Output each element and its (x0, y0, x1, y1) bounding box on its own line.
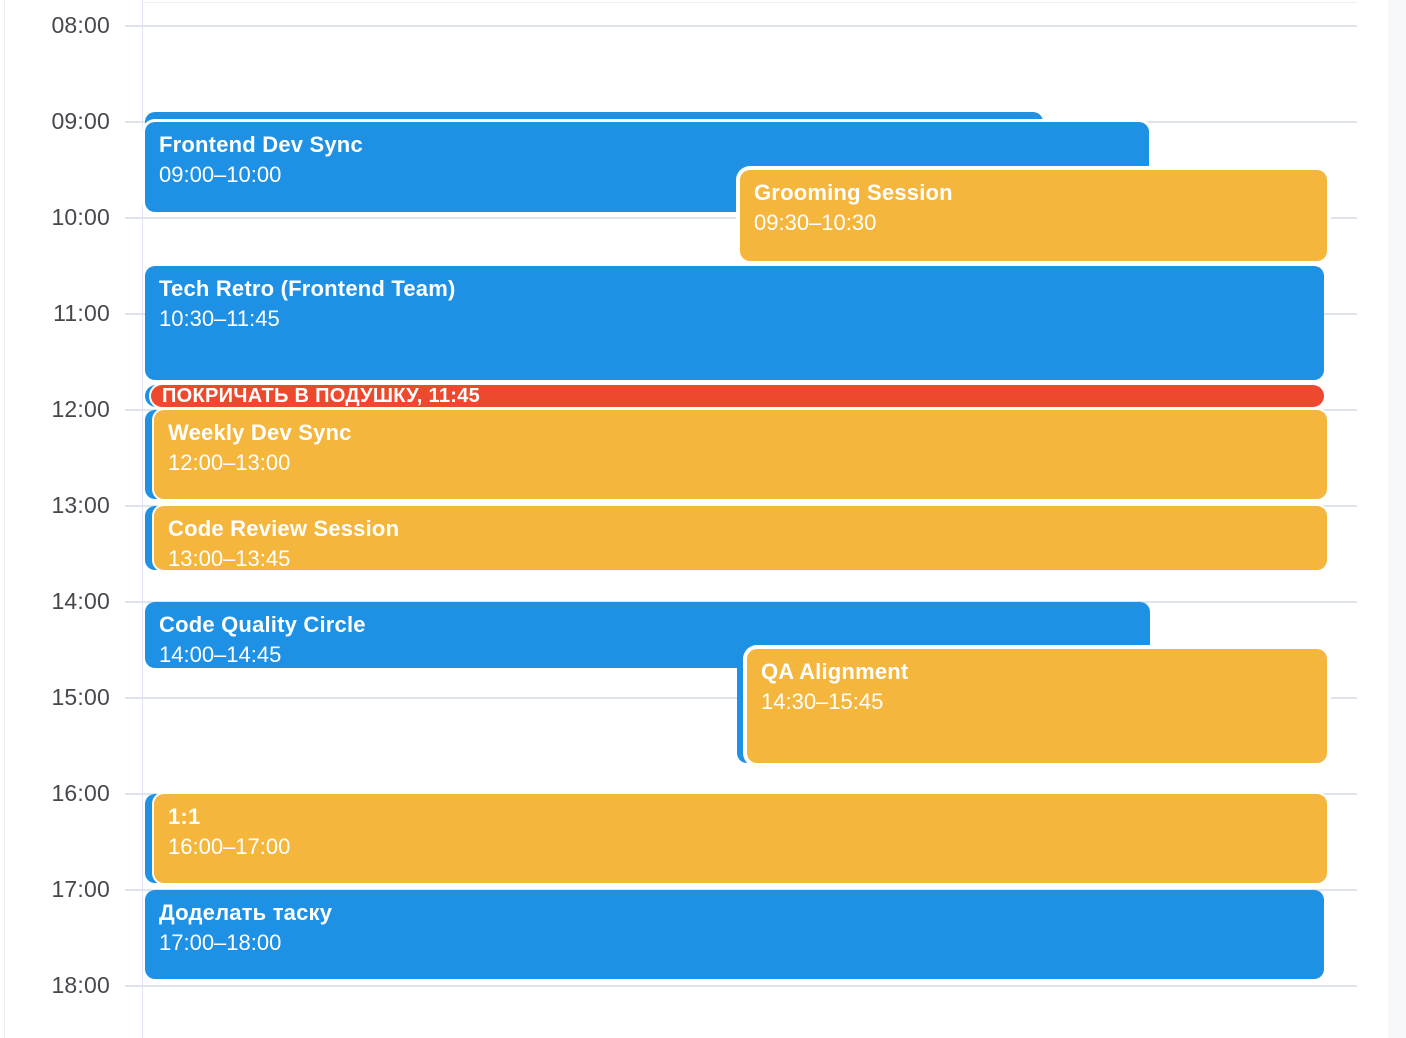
event-finish-task[interactable]: Доделать таску 17:00–18:00 (145, 890, 1324, 979)
event-time: 12:00–13:00 (168, 450, 291, 475)
time-label-1100: 11:00 (53, 300, 110, 326)
event-title: Доделать таску (159, 900, 333, 925)
event-title: Grooming Session (754, 180, 953, 205)
time-label-1000: 10:00 (51, 204, 110, 230)
event-time: 14:30–15:45 (761, 689, 884, 714)
event-code-review-session[interactable]: Code Review Session 13:00–13:45 (154, 506, 1327, 570)
event-time: 09:30–10:30 (754, 210, 877, 235)
event-title: QA Alignment (761, 659, 909, 684)
event-one-on-one[interactable]: 1:1 16:00–17:00 (154, 794, 1327, 883)
time-label-0800: 08:00 (51, 12, 110, 38)
event-tech-retro[interactable]: Tech Retro (Frontend Team) 10:30–11:45 (145, 266, 1324, 380)
event-grooming-session[interactable]: Grooming Session 09:30–10:30 (740, 170, 1327, 261)
event-title: Frontend Dev Sync (159, 132, 363, 157)
time-label-1600: 16:00 (51, 780, 110, 806)
event-label: ПОКРИЧАТЬ В ПОДУШКУ, 11:45 (162, 385, 481, 407)
time-label-1300: 13:00 (51, 492, 110, 518)
event-title: Code Review Session (168, 516, 400, 541)
event-weekly-dev-sync[interactable]: Weekly Dev Sync 12:00–13:00 (154, 410, 1327, 499)
event-title: 1:1 (168, 804, 201, 829)
event-title: Weekly Dev Sync (168, 420, 352, 445)
event-time: 14:00–14:45 (159, 642, 282, 667)
event-time: 17:00–18:00 (159, 930, 282, 955)
event-time: 10:30–11:45 (159, 306, 280, 331)
window-edge-line (4, 0, 5, 1038)
gridline (142, 2, 1357, 3)
time-label-1500: 15:00 (51, 684, 110, 710)
gridline-0800 (125, 25, 1357, 27)
gridline-1800 (125, 985, 1357, 987)
time-label-1200: 12:00 (51, 396, 110, 422)
time-label-1800: 18:00 (51, 972, 110, 998)
event-title: Tech Retro (Frontend Team) (159, 276, 456, 301)
gutter-divider-line (142, 0, 143, 1038)
time-label-1700: 17:00 (51, 876, 110, 902)
time-label-0900: 09:00 (51, 108, 110, 134)
event-title: Code Quality Circle (159, 612, 366, 637)
next-day-panel (1388, 0, 1406, 1038)
event-time: 13:00–13:45 (168, 546, 291, 570)
time-label-1400: 14:00 (51, 588, 110, 614)
event-time: 09:00–10:00 (159, 162, 282, 187)
event-scream-into-pillow[interactable]: ПОКРИЧАТЬ В ПОДУШКУ, 11:45 (151, 385, 1324, 407)
event-time: 16:00–17:00 (168, 834, 291, 859)
event-qa-alignment[interactable]: QA Alignment 14:30–15:45 (747, 649, 1327, 763)
